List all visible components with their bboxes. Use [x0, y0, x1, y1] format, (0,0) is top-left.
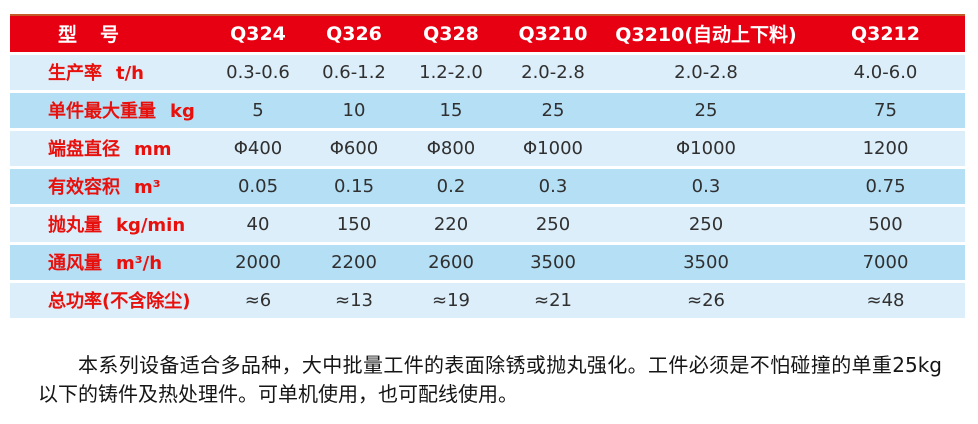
- value-cell: Φ600: [306, 129, 402, 169]
- value-cell: Φ800: [402, 129, 500, 169]
- table-row-productivity: 生产率 t/h 0.3-0.6 0.6-1.2 1.2-2.0 2.0-2.8 2…: [10, 53, 965, 93]
- row-unit: kg/min: [116, 215, 186, 236]
- row-label-text: 有效容积: [48, 177, 120, 198]
- value-cell: 0.05: [210, 167, 306, 207]
- value-cell: 4.0-6.0: [806, 53, 965, 93]
- table-row-max-piece-weight: 单件最大重量 kg 5 10 15 25 25 75: [10, 91, 965, 131]
- value-cell: 2000: [210, 243, 306, 283]
- value-cell: 40: [210, 205, 306, 245]
- row-label-text: 通风量: [48, 253, 102, 274]
- value-cell: ≈19: [402, 281, 500, 321]
- row-unit: t/h: [116, 63, 144, 84]
- row-label-text: 总功率(不含除尘): [48, 291, 191, 312]
- value-cell: Φ400: [210, 129, 306, 169]
- value-cell: ≈6: [210, 281, 306, 321]
- corner-header-cell: 型 号: [10, 14, 210, 55]
- value-cell: 5: [210, 91, 306, 131]
- value-cell: 25: [500, 91, 606, 131]
- table-header-row: 型 号 Q324 Q326 Q328 Q3210 Q3210(自动上下料) Q3…: [10, 14, 965, 55]
- value-cell: 75: [806, 91, 965, 131]
- value-cell: 220: [402, 205, 500, 245]
- value-cell: Φ1000: [500, 129, 606, 169]
- value-cell: 3500: [606, 243, 806, 283]
- model-header-q3210-auto: Q3210(自动上下料): [606, 14, 806, 55]
- table-row-total-power: 总功率(不含除尘) ≈6 ≈13 ≈19 ≈21 ≈26 ≈48: [10, 281, 965, 321]
- row-unit: m³/h: [116, 253, 163, 274]
- row-label: 通风量 m³/h: [10, 243, 210, 283]
- spec-table: 型 号 Q324 Q326 Q328 Q3210 Q3210(自动上下料) Q3…: [10, 14, 965, 321]
- value-cell: 0.3: [606, 167, 806, 207]
- row-unit: mm: [134, 139, 172, 160]
- model-header-q3210: Q3210: [500, 14, 606, 55]
- value-cell: 10: [306, 91, 402, 131]
- row-label: 生产率 t/h: [10, 53, 210, 93]
- value-cell: ≈21: [500, 281, 606, 321]
- value-cell: ≈26: [606, 281, 806, 321]
- model-header-q324: Q324: [210, 14, 306, 55]
- model-header-q326: Q326: [306, 14, 402, 55]
- row-label-text: 抛丸量: [48, 215, 102, 236]
- value-cell: 0.75: [806, 167, 965, 207]
- value-cell: 2200: [306, 243, 402, 283]
- value-cell: 250: [500, 205, 606, 245]
- value-cell: 500: [806, 205, 965, 245]
- row-label: 单件最大重量 kg: [10, 91, 210, 131]
- value-cell: 15: [402, 91, 500, 131]
- value-cell: 0.3-0.6: [210, 53, 306, 93]
- value-cell: 0.6-1.2: [306, 53, 402, 93]
- table-row-disc-diameter: 端盘直径 mm Φ400 Φ600 Φ800 Φ1000 Φ1000 1200: [10, 129, 965, 169]
- value-cell: ≈48: [806, 281, 965, 321]
- value-cell: 0.15: [306, 167, 402, 207]
- row-label-text: 生产率: [48, 63, 102, 84]
- row-unit: m³: [134, 177, 161, 198]
- row-label: 端盘直径 mm: [10, 129, 210, 169]
- value-cell: 2600: [402, 243, 500, 283]
- value-cell: ≈13: [306, 281, 402, 321]
- value-cell: 2.0-2.8: [500, 53, 606, 93]
- value-cell: 1.2-2.0: [402, 53, 500, 93]
- value-cell: 150: [306, 205, 402, 245]
- model-header-q3212: Q3212: [806, 14, 965, 55]
- row-label: 总功率(不含除尘): [10, 281, 210, 321]
- value-cell: 1200: [806, 129, 965, 169]
- description-paragraph: 本系列设备适合多品种，大中批量工件的表面除锈或抛丸强化。工件必须是不怕碰撞的单重…: [38, 352, 942, 406]
- value-cell: 2.0-2.8: [606, 53, 806, 93]
- row-unit: kg: [170, 101, 195, 122]
- table-row-ventilation: 通风量 m³/h 2000 2200 2600 3500 3500 7000: [10, 243, 965, 283]
- value-cell: 250: [606, 205, 806, 245]
- value-cell: 0.2: [402, 167, 500, 207]
- row-label: 抛丸量 kg/min: [10, 205, 210, 245]
- model-header-q328: Q328: [402, 14, 500, 55]
- value-cell: 0.3: [500, 167, 606, 207]
- value-cell: 25: [606, 91, 806, 131]
- value-cell: Φ1000: [606, 129, 806, 169]
- row-label-text: 单件最大重量: [48, 101, 156, 122]
- row-label-text: 端盘直径: [48, 139, 120, 160]
- value-cell: 7000: [806, 243, 965, 283]
- value-cell: 3500: [500, 243, 606, 283]
- row-label: 有效容积 m³: [10, 167, 210, 207]
- table-row-shot-flow: 抛丸量 kg/min 40 150 220 250 250 500: [10, 205, 965, 245]
- table-row-effective-volume: 有效容积 m³ 0.05 0.15 0.2 0.3 0.3 0.75: [10, 167, 965, 207]
